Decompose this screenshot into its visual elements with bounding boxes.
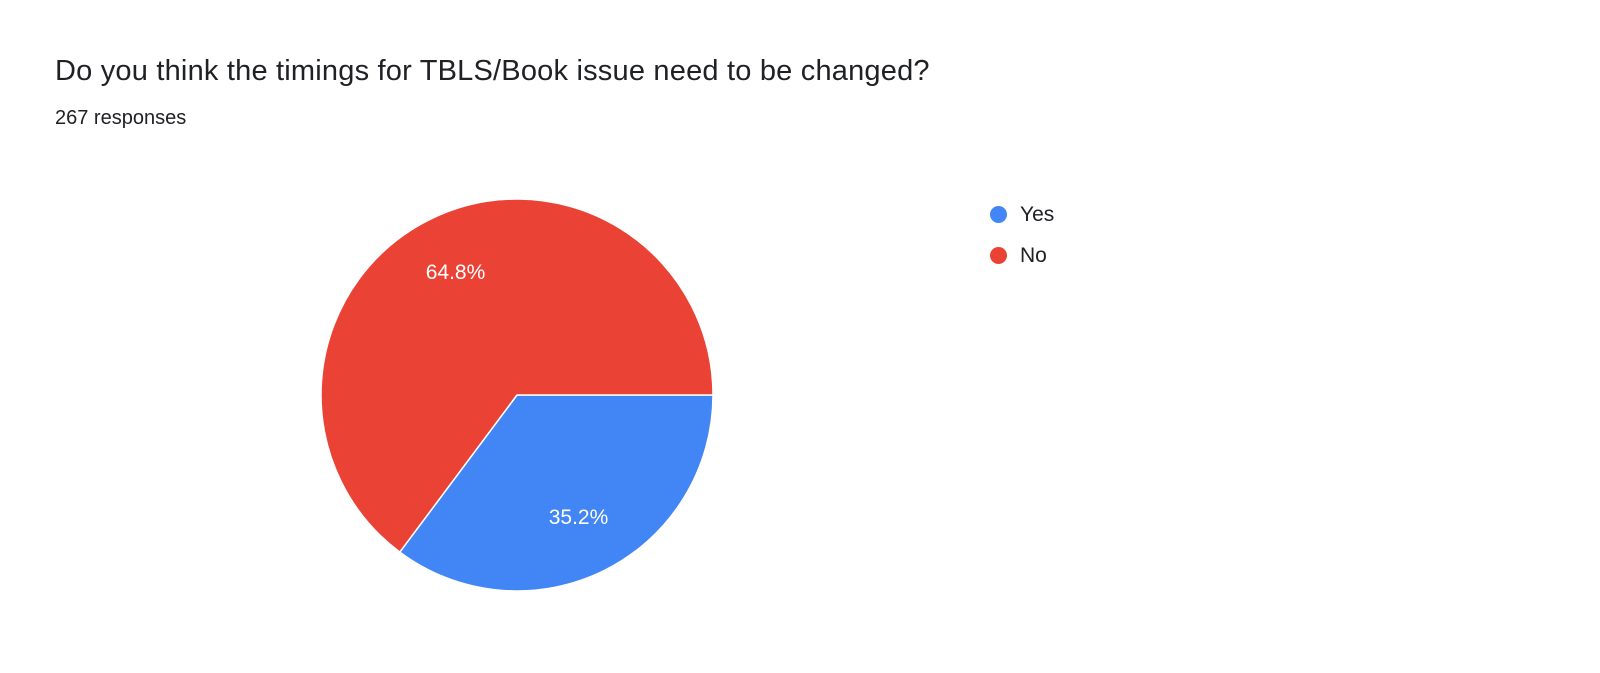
pie-slice-label-yes: 35.2% — [549, 506, 609, 529]
legend-item-no: No — [990, 240, 1054, 270]
legend-swatch-yes — [990, 205, 1007, 223]
pie-slice-label-no: 64.8% — [426, 261, 486, 284]
legend-label-yes: Yes — [1020, 202, 1055, 226]
pie-chart: 35.2% 64.8% — [320, 198, 714, 592]
legend-label-no: No — [1020, 243, 1047, 267]
chart-legend: Yes No — [990, 199, 1054, 270]
pie-chart-area: 35.2% 64.8% — [317, 195, 717, 595]
pie-slice-yes[interactable] — [399, 394, 714, 592]
legend-item-yes: Yes — [990, 199, 1054, 229]
legend-swatch-no — [990, 246, 1007, 264]
responses-count: 267 responses — [55, 107, 187, 129]
chart-title: Do you think the timings for TBLS/Book i… — [55, 55, 930, 87]
pie-slice-no[interactable] — [320, 198, 714, 553]
